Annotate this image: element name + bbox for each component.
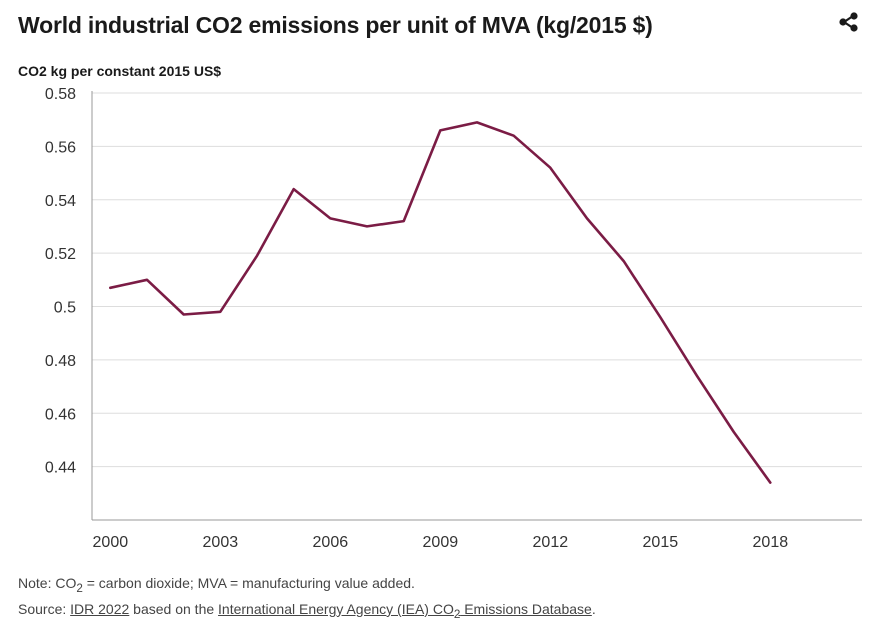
y-tick-label: 0.58 (45, 86, 76, 103)
chart-footnote: Note: CO2 = carbon dioxide; MVA = manufa… (18, 573, 596, 625)
x-tick-label: 2006 (313, 534, 349, 551)
source-link-iea[interactable]: International Energy Agency (IEA) CO2 Em… (218, 600, 592, 621)
y-tick-label: 0.54 (45, 193, 76, 210)
source-link-iea-subscript: 2 (453, 607, 461, 621)
x-tick-label: 2000 (93, 534, 129, 551)
x-tick-label: 2003 (203, 534, 239, 551)
y-tick-label: 0.52 (45, 246, 76, 263)
source-link-iea-text-end: Emissions Database (460, 600, 592, 617)
x-tick-label: 2015 (643, 534, 679, 551)
y-tick-label: 0.46 (45, 406, 76, 423)
y-axis-label: CO2 kg per constant 2015 US$ (18, 63, 222, 79)
source-mid: based on the (129, 600, 219, 617)
y-tick-label: 0.44 (45, 460, 76, 477)
note-subscript: 2 (76, 581, 83, 595)
source-link-idr[interactable]: IDR 2022 (70, 600, 130, 617)
source-prefix: Source: (18, 600, 71, 617)
line-chart: 0.44 0.46 0.48 0.5 0.52 0.54 0.56 0.58 2000 2003 2… (45, 86, 862, 551)
y-tick-label: 0.48 (45, 353, 76, 370)
note-text: = carbon dioxide; MVA = manufacturing va… (82, 575, 415, 591)
chart-title: World industrial CO2 emissions per unit … (18, 12, 653, 38)
x-tick-label: 2018 (753, 534, 789, 551)
source-link-iea-text: International Energy Agency (IEA) CO (218, 600, 454, 617)
source-end: . (591, 600, 596, 617)
y-tick-label: 0.5 (54, 300, 76, 317)
note-line: Note: CO2 = carbon dioxide; MVA = manufa… (18, 573, 596, 599)
note-prefix: Note: CO (18, 575, 77, 591)
share-icon (839, 12, 858, 32)
y-tick-label: 0.56 (45, 139, 76, 156)
x-tick-label: 2012 (533, 534, 569, 551)
x-tick-label: 2009 (423, 534, 459, 551)
series-line (109, 121, 772, 484)
share-button[interactable] (836, 10, 862, 36)
source-line: Source: IDR 2022 based on the Internatio… (18, 599, 596, 625)
